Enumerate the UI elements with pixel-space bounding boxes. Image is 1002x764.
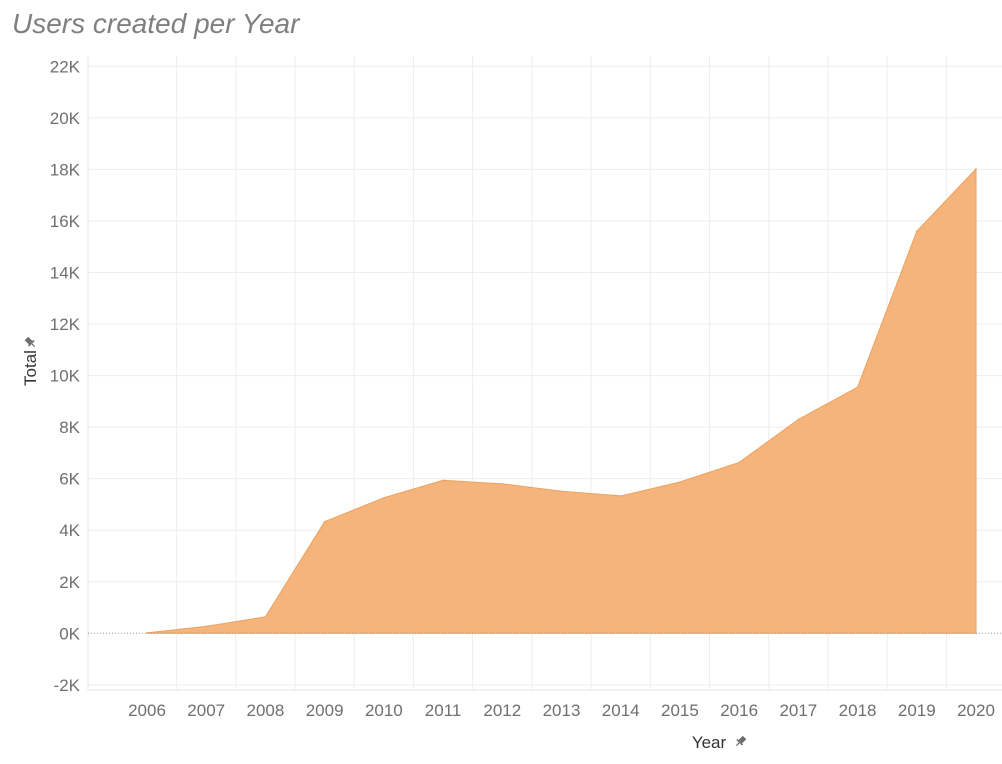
x-tick-label: 2015 (661, 701, 699, 720)
x-tick-label: 2014 (602, 701, 640, 720)
y-axis: -2K 0K 2K 4K 6K 8K 10K 12K 14K 16K 18K 20K 22K (50, 57, 81, 695)
y-tick-label: 14K (50, 263, 81, 282)
data-point[interactable] (738, 461, 740, 464)
data-point[interactable] (323, 520, 326, 523)
area-fill (146, 167, 977, 634)
data-point[interactable] (146, 631, 148, 634)
y-tick-label: 18K (50, 160, 81, 179)
y-tick-label: 6K (59, 470, 80, 489)
y-tick-label: 22K (50, 57, 81, 76)
x-tick-label: 2017 (779, 701, 817, 720)
data-point[interactable] (442, 479, 444, 482)
data-point[interactable] (856, 386, 859, 388)
x-tick-label: 2016 (720, 701, 758, 720)
y-axis-title: Total (21, 350, 40, 386)
x-tick-label: 2007 (187, 701, 225, 720)
x-tick-label: 2019 (898, 701, 936, 720)
pin-icon (24, 336, 36, 348)
data-point[interactable] (383, 496, 385, 499)
data-point[interactable] (797, 418, 800, 421)
data-point[interactable] (975, 168, 977, 170)
x-axis-title-group: Year (692, 733, 747, 752)
x-tick-label: 2008 (247, 701, 285, 720)
y-tick-label: 2K (59, 573, 80, 592)
x-tick-label: 2020 (957, 701, 995, 720)
y-tick-label: 20K (50, 109, 81, 128)
x-tick-label: 2018 (839, 701, 877, 720)
x-tick-label: 2012 (483, 701, 521, 720)
y-tick-label: 10K (50, 367, 81, 386)
data-point[interactable] (679, 481, 681, 483)
x-tick-label: 2009 (306, 701, 344, 720)
data-point[interactable] (619, 495, 622, 497)
y-tick-label: -2K (54, 676, 81, 695)
x-tick-label: 2006 (128, 701, 166, 720)
data-point[interactable] (264, 616, 267, 618)
data-point[interactable] (501, 483, 504, 485)
y-tick-label: 4K (59, 521, 80, 540)
x-axis-title: Year (692, 733, 727, 752)
x-tick-label: 2013 (543, 701, 581, 720)
data-point[interactable] (205, 625, 208, 628)
y-tick-label: 8K (59, 418, 80, 437)
pin-icon (735, 735, 747, 747)
x-axis: 2006 2007 2008 2009 2010 2011 2012 2013 2014 2015… (128, 701, 995, 720)
x-tick-label: 2011 (425, 701, 462, 720)
data-point[interactable] (560, 490, 563, 493)
area-series (88, 167, 1002, 634)
chart-title: Users created per Year (12, 8, 300, 39)
y-tick-label: 16K (50, 212, 81, 231)
y-tick-label: 0K (59, 624, 80, 643)
data-point[interactable] (915, 230, 918, 233)
y-tick-label: 12K (50, 315, 81, 334)
x-tick-label: 2010 (365, 701, 403, 720)
y-axis-title-group: Total (21, 336, 40, 386)
